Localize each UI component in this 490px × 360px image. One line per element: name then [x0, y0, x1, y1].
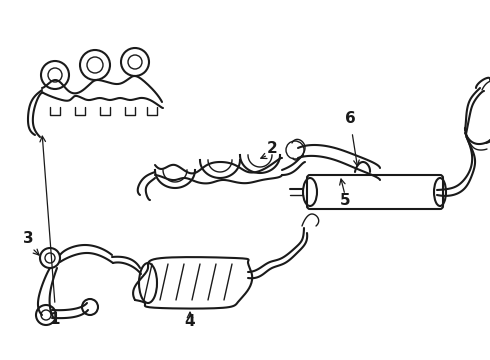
Text: 4: 4	[185, 315, 196, 329]
Text: 1: 1	[50, 312, 60, 328]
Text: 5: 5	[340, 193, 350, 207]
Text: 2: 2	[267, 140, 277, 156]
Text: 6: 6	[344, 111, 355, 126]
Text: 3: 3	[23, 230, 33, 246]
